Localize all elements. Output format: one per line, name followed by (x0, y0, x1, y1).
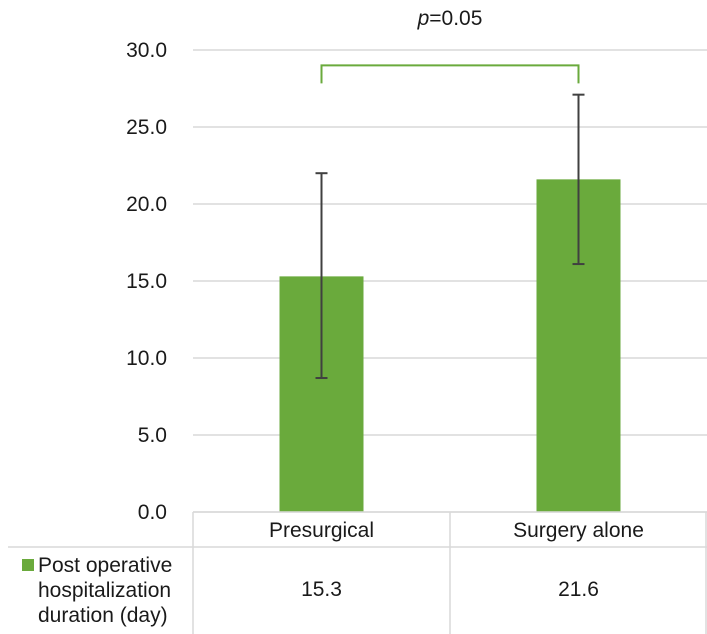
legend-label-line-3: duration (day) (38, 604, 168, 627)
y-tick-label-4: 20.0 (126, 193, 167, 216)
legend-swatch (22, 559, 34, 571)
significance-bracket (320, 64, 580, 84)
bars (279, 179, 621, 513)
table-value-presurgical: 15.3 (301, 578, 342, 601)
significance-annotation: p=0.05 (320, 7, 580, 84)
table-value-surgery-alone: 21.6 (558, 578, 599, 601)
y-axis-tick-labels: 0.0 5.0 10.0 15.0 20.0 25.0 30.0 (126, 39, 167, 524)
y-tick-label-0: 0.0 (138, 501, 167, 524)
gridlines (193, 49, 707, 513)
error-bar-0 (315, 172, 328, 380)
category-label-surgery-alone: Surgery alone (513, 519, 644, 542)
y-tick-label-6: 30.0 (126, 39, 167, 62)
p-value-symbol: p (417, 7, 430, 30)
p-value-label: p=0.05 (417, 7, 483, 30)
error-bar-1 (572, 93, 585, 266)
y-tick-label-3: 15.0 (126, 270, 167, 293)
y-tick-label-5: 25.0 (126, 116, 167, 139)
y-tick-label-1: 5.0 (138, 424, 167, 447)
y-tick-label-2: 10.0 (126, 347, 167, 370)
legend-label-line-1: Post operative (38, 554, 172, 577)
legend-label-line-2: hospitalization (38, 579, 171, 602)
category-label-presurgical: Presurgical (269, 519, 374, 542)
error-bars (315, 93, 585, 380)
p-value-number: =0.05 (429, 7, 482, 30)
data-table: Presurgical Surgery alone Post operative… (8, 511, 707, 634)
